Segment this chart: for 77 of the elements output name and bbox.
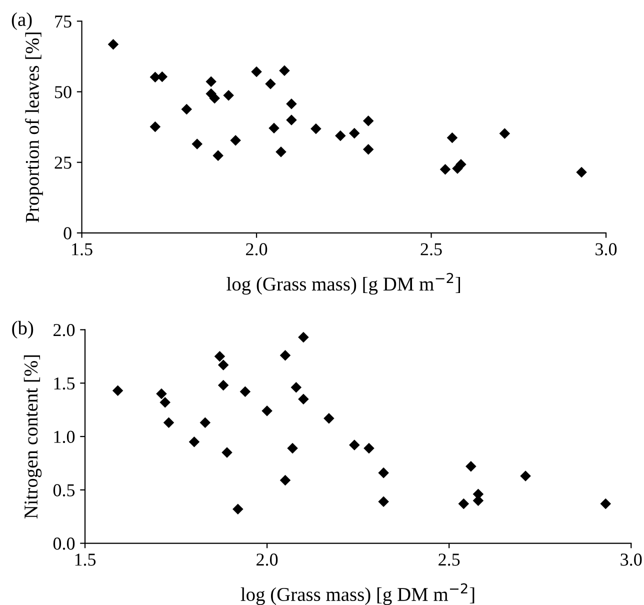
point [163, 417, 174, 428]
point [214, 351, 226, 362]
point [466, 461, 476, 472]
point [576, 166, 587, 178]
x-tick-label: 3.0 [620, 554, 642, 566]
point [286, 114, 297, 126]
point [600, 498, 612, 510]
point [362, 144, 374, 155]
point [349, 128, 360, 139]
point [279, 65, 290, 76]
point [446, 132, 458, 144]
point [265, 78, 276, 90]
point [378, 496, 389, 508]
x-tick-label: 2.5 [438, 554, 460, 566]
point [200, 417, 211, 428]
y-tick-label: 0.5 [53, 484, 75, 496]
point [364, 442, 374, 454]
point [156, 388, 167, 400]
point [287, 442, 298, 454]
point [335, 130, 346, 142]
point [378, 467, 389, 478]
point [456, 158, 466, 170]
y-tick-label: 2.0 [54, 324, 75, 336]
point [192, 138, 202, 150]
point [251, 66, 262, 78]
point [458, 498, 470, 510]
point [440, 164, 451, 175]
point [499, 128, 510, 139]
y-axis-title: Proportion of leaves [%] [25, 32, 43, 222]
x-tick-label: 2.0 [256, 554, 278, 566]
point [262, 406, 272, 416]
point [362, 115, 374, 126]
text: (b) [12, 320, 34, 339]
point [212, 150, 224, 161]
point [520, 470, 531, 482]
point [268, 122, 280, 134]
point [276, 146, 286, 158]
point [218, 360, 229, 370]
point [112, 385, 124, 396]
point [298, 332, 309, 343]
point [206, 76, 216, 87]
point [290, 382, 302, 393]
y-tick-label: 50 [55, 86, 72, 98]
point [188, 436, 200, 448]
point [280, 350, 291, 361]
point [286, 98, 297, 110]
point [209, 92, 220, 104]
point [222, 447, 232, 458]
y-tick-label: 1.5 [54, 377, 75, 390]
point [324, 412, 334, 424]
point [181, 104, 192, 115]
point [232, 504, 244, 514]
point [223, 90, 234, 101]
text: (a) [12, 12, 32, 30]
y-tick-label: 0.0 [53, 538, 75, 550]
point [230, 134, 241, 146]
point [298, 394, 309, 405]
point [218, 380, 229, 391]
x-tick-label: 1.5 [75, 554, 96, 566]
point [108, 38, 119, 50]
y-tick-label: 75 [55, 16, 72, 28]
y-axis-title: Nitrogen content [%] [24, 355, 42, 519]
x-axis-title: log (Grass mass) [g DM m$^{−2}$] [240, 583, 474, 605]
x-tick-label: 2.5 [420, 243, 442, 256]
point [150, 121, 161, 132]
x-axis-title: log (Grass mass) [g DM m$^{−2}$] [226, 272, 460, 295]
x-tick-label: 2.0 [246, 243, 268, 256]
point [240, 386, 251, 398]
x-tick-label: 3.0 [596, 243, 617, 256]
y-tick-label: 0 [64, 227, 72, 240]
point [310, 123, 322, 134]
x-tick-label: 1.5 [72, 243, 92, 256]
y-tick-label: 1.0 [54, 430, 75, 444]
point [160, 396, 170, 408]
point [280, 474, 291, 486]
point [349, 440, 360, 450]
y-tick-label: 25 [54, 156, 72, 169]
